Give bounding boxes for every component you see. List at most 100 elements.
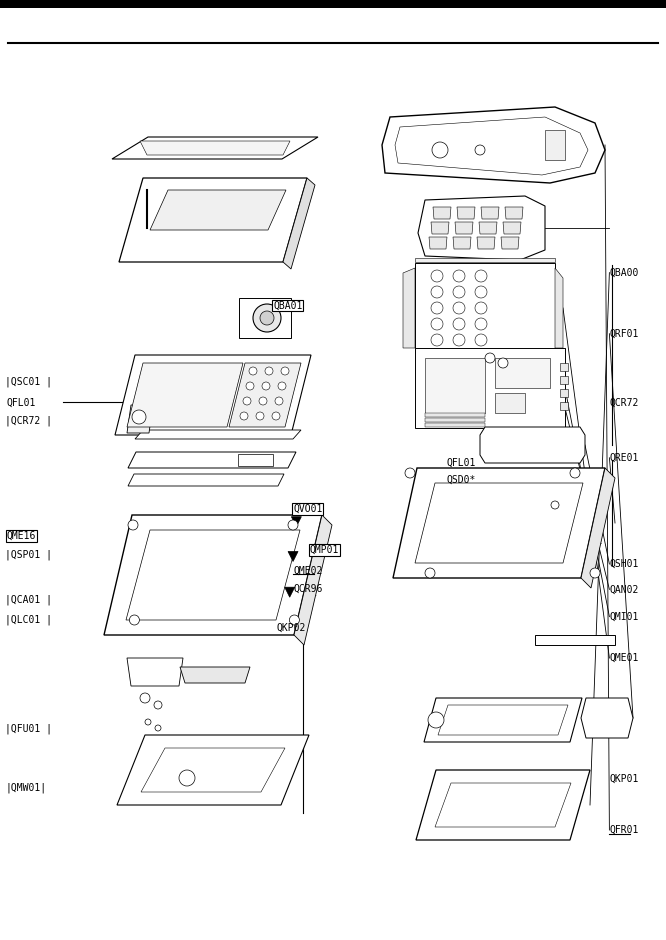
Polygon shape [112, 137, 318, 159]
Text: |QCA01 |: |QCA01 | [5, 594, 53, 605]
Circle shape [240, 412, 248, 420]
Text: QSH01: QSH01 [609, 559, 639, 569]
Text: QSD0*: QSD0* [446, 475, 476, 484]
Polygon shape [128, 474, 284, 486]
Polygon shape [393, 468, 605, 578]
Polygon shape [283, 178, 315, 269]
Text: QME01: QME01 [609, 653, 639, 663]
Circle shape [145, 719, 151, 725]
Circle shape [260, 311, 274, 325]
Polygon shape [141, 748, 285, 792]
Bar [425, 423, 485, 427]
Circle shape [290, 615, 300, 625]
Circle shape [570, 468, 580, 478]
Text: QRF01: QRF01 [609, 329, 639, 338]
Text: QMP01: QMP01 [310, 545, 339, 555]
Polygon shape [117, 735, 309, 805]
Text: |QLC01 |: |QLC01 | [5, 614, 53, 625]
Circle shape [278, 382, 286, 390]
Circle shape [432, 142, 448, 158]
Polygon shape [382, 107, 605, 183]
Polygon shape [291, 517, 302, 526]
Circle shape [453, 334, 465, 346]
Circle shape [256, 412, 264, 420]
Polygon shape [457, 207, 475, 219]
Circle shape [275, 397, 283, 405]
Bar [560, 402, 568, 410]
Polygon shape [115, 355, 311, 435]
Bar [0, 0, 666, 8]
Text: |QSP01 |: |QSP01 | [5, 549, 53, 560]
Polygon shape [435, 783, 571, 827]
Text: QME16: QME16 [7, 531, 36, 540]
Polygon shape [395, 117, 588, 175]
Circle shape [272, 412, 280, 420]
Circle shape [475, 334, 487, 346]
Text: |QFU01 |: |QFU01 | [5, 723, 53, 734]
Polygon shape [581, 468, 615, 588]
Text: QBA01: QBA01 [273, 301, 302, 310]
Polygon shape [180, 667, 250, 683]
Circle shape [453, 286, 465, 298]
Polygon shape [453, 237, 471, 249]
Polygon shape [424, 698, 582, 742]
Circle shape [405, 468, 415, 478]
Text: QBA00: QBA00 [609, 268, 639, 277]
Text: QKP01: QKP01 [609, 774, 639, 783]
Circle shape [475, 302, 487, 314]
Text: QCR96: QCR96 [293, 584, 322, 593]
Polygon shape [239, 298, 291, 338]
Polygon shape [480, 427, 585, 463]
Polygon shape [415, 483, 583, 563]
Polygon shape [429, 237, 447, 249]
Bar [560, 389, 568, 397]
Polygon shape [127, 405, 153, 433]
Text: QRE01: QRE01 [609, 453, 639, 462]
Circle shape [425, 568, 435, 578]
Circle shape [155, 725, 161, 731]
Circle shape [431, 318, 443, 330]
Polygon shape [545, 130, 565, 160]
Circle shape [129, 615, 139, 625]
Polygon shape [229, 363, 301, 427]
Bar [495, 358, 550, 388]
Polygon shape [127, 363, 243, 427]
Text: |QMW01|: |QMW01| [5, 782, 47, 793]
Circle shape [243, 397, 251, 405]
Text: QME02: QME02 [293, 566, 322, 575]
Polygon shape [481, 207, 499, 219]
Polygon shape [127, 658, 183, 686]
Polygon shape [150, 190, 286, 230]
Bar [560, 363, 568, 371]
Circle shape [485, 353, 495, 363]
Polygon shape [433, 207, 451, 219]
Polygon shape [416, 770, 590, 840]
Circle shape [475, 145, 485, 155]
Polygon shape [128, 452, 296, 468]
Text: QAN02: QAN02 [609, 585, 639, 594]
Polygon shape [140, 141, 290, 155]
Bar [425, 418, 485, 422]
Circle shape [453, 270, 465, 282]
Text: QFR01: QFR01 [609, 825, 639, 835]
Polygon shape [126, 530, 300, 620]
Polygon shape [535, 635, 615, 645]
Circle shape [265, 367, 273, 375]
Circle shape [431, 286, 443, 298]
Polygon shape [479, 222, 497, 234]
Circle shape [259, 397, 267, 405]
Circle shape [428, 712, 444, 728]
Polygon shape [501, 237, 519, 249]
Polygon shape [415, 263, 555, 353]
Polygon shape [455, 222, 473, 234]
Text: QVO01: QVO01 [293, 504, 322, 513]
Text: |QCR72 |: |QCR72 | [5, 415, 53, 427]
Polygon shape [415, 258, 555, 262]
Circle shape [179, 770, 195, 786]
Circle shape [262, 382, 270, 390]
Circle shape [590, 568, 600, 578]
Polygon shape [104, 515, 322, 635]
Bar [425, 413, 485, 417]
Circle shape [498, 358, 508, 368]
Circle shape [431, 302, 443, 314]
